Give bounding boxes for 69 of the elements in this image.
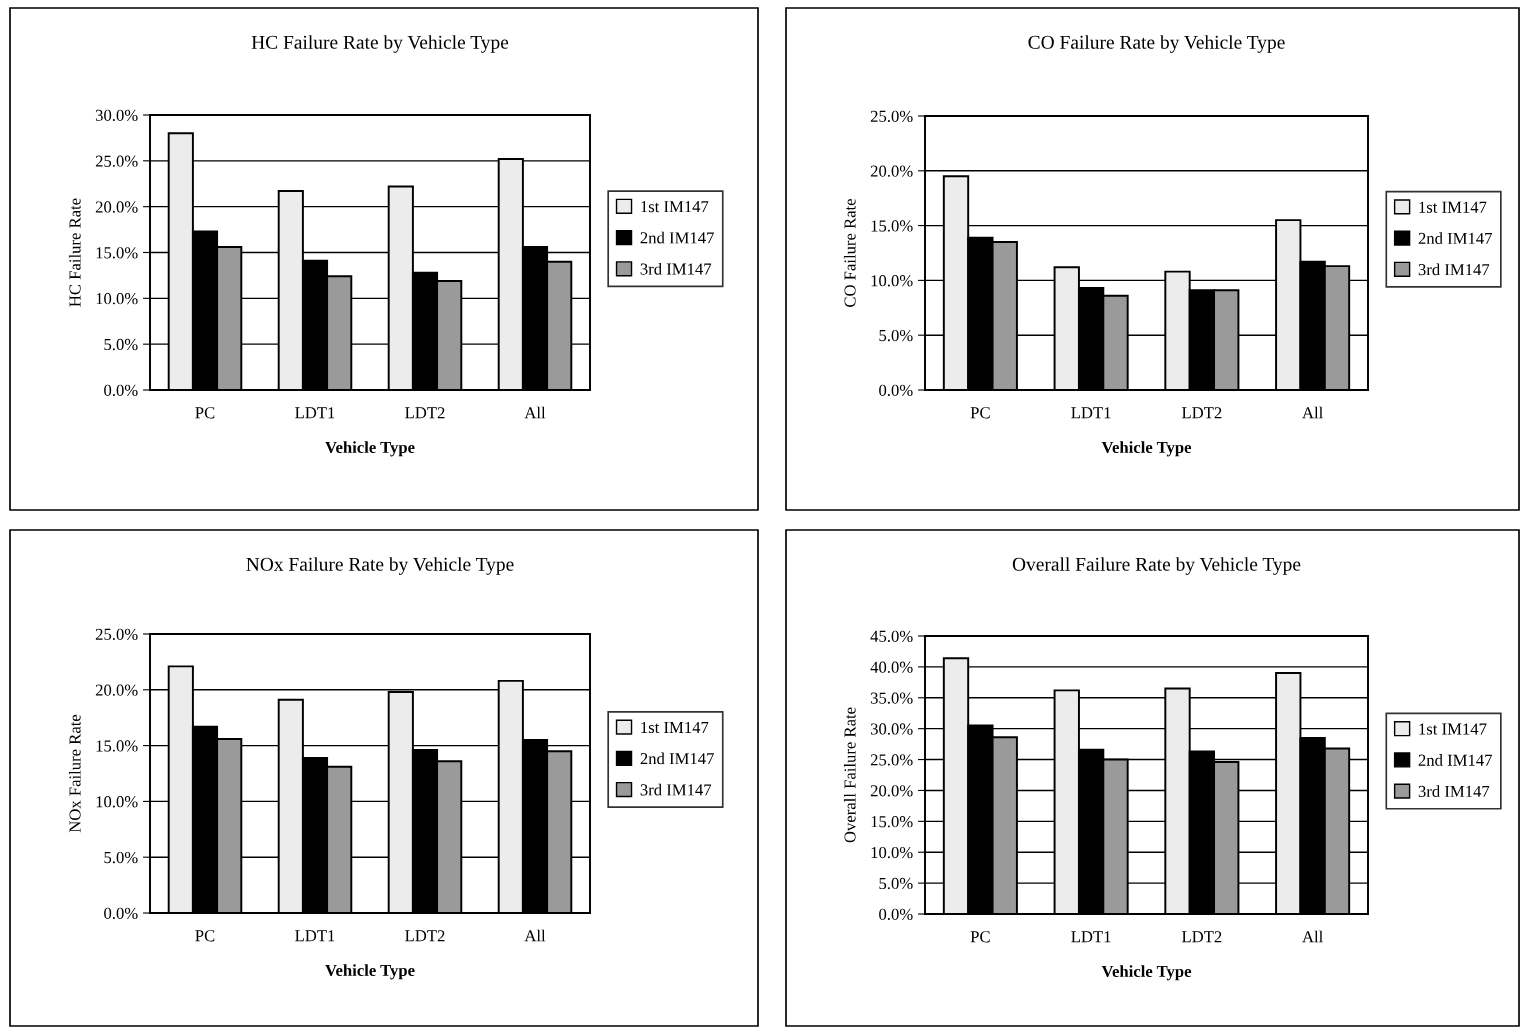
y-tick-label: 20.0% (95, 684, 138, 696)
y-tick-label: 30.0% (870, 723, 913, 735)
y-tick-label: 15.0% (871, 816, 913, 828)
legend-label: 2nd IM147 (640, 231, 714, 244)
y-tick-label: 25.0% (95, 628, 138, 641)
y-tick-label: 45.0% (870, 630, 913, 643)
legend-label: 3rd IM147 (640, 783, 712, 796)
y-tick-label: 0.0% (879, 908, 913, 921)
x-tick-label: LDT1 (295, 407, 335, 419)
y-tick-label: 15.0% (96, 247, 138, 259)
x-tick-label: LDT2 (1181, 931, 1222, 943)
legend-label: 1st IM147 (641, 721, 709, 734)
x-tick-label: All (524, 929, 546, 942)
x-axis-title: Vehicle Type (325, 441, 415, 457)
legend-label: 3rd IM147 (1418, 263, 1490, 276)
legend-label: 1st IM147 (641, 201, 709, 213)
legend-label: 1st IM147 (1419, 723, 1487, 735)
x-axis-title: Vehicle Type (325, 964, 415, 980)
x-axis-title: Vehicle Type (1101, 441, 1192, 457)
legend-label: 1st IM147 (1419, 201, 1487, 213)
y-tick-label: 0.0% (879, 384, 913, 397)
y-tick-label: 5.0% (879, 329, 913, 342)
y-tick-label: 20.0% (870, 785, 913, 797)
legend-label: 3rd IM147 (1418, 785, 1490, 798)
y-tick-label: 40.0% (870, 661, 913, 673)
x-tick-label: PC (970, 407, 990, 419)
y-axis-title: HC Failure Rate (68, 198, 81, 307)
chart-title: NOx Failure Rate by Vehicle Type (246, 557, 514, 575)
x-tick-label: All (1302, 930, 1323, 943)
y-tick-label: 10.0% (871, 846, 913, 859)
y-tick-label: 15.0% (96, 740, 138, 752)
x-tick-label: PC (195, 407, 215, 419)
chart-title: Overall Failure Rate by Vehicle Type (1012, 557, 1301, 575)
chart-title: HC Failure Rate by Vehicle Type (251, 35, 509, 53)
y-axis-title: NOx Failure Rate (68, 714, 81, 833)
x-tick-label: LDT2 (405, 407, 445, 419)
y-tick-label: 20.0% (870, 165, 913, 177)
y-axis-title: Overall Failure Rate (843, 707, 856, 843)
y-tick-label: 15.0% (871, 220, 913, 232)
y-tick-label: 25.0% (95, 155, 138, 167)
x-tick-label: LDT1 (1071, 407, 1111, 419)
y-tick-label: 0.0% (104, 907, 138, 920)
x-tick-label: All (1302, 406, 1323, 419)
x-tick-label: All (524, 406, 546, 419)
y-tick-label: 10.0% (871, 275, 913, 287)
x-tick-label: LDT1 (1071, 931, 1111, 943)
x-tick-label: PC (970, 931, 990, 943)
y-tick-label: 5.0% (879, 877, 913, 890)
chart-title: CO Failure Rate by Vehicle Type (1028, 35, 1285, 53)
y-tick-label: 10.0% (96, 796, 138, 808)
y-tick-label: 25.0% (870, 110, 913, 123)
x-tick-label: LDT2 (1181, 407, 1222, 419)
y-tick-label: 30.0% (95, 109, 138, 122)
x-tick-label: LDT1 (295, 930, 335, 942)
y-tick-label: 10.0% (96, 293, 138, 305)
legend-label: 2nd IM147 (1418, 754, 1493, 766)
y-tick-label: 35.0% (870, 692, 913, 704)
y-tick-label: 5.0% (104, 338, 138, 351)
x-tick-label: PC (195, 930, 215, 942)
y-tick-label: 25.0% (870, 754, 913, 766)
y-tick-label: 5.0% (104, 851, 138, 864)
y-tick-label: 20.0% (95, 201, 138, 213)
legend-label: 2nd IM147 (640, 752, 714, 765)
x-axis-title: Vehicle Type (1101, 965, 1192, 981)
legend-label: 3rd IM147 (640, 262, 712, 275)
x-tick-label: LDT2 (405, 930, 445, 942)
legend-label: 2nd IM147 (1418, 232, 1493, 245)
y-axis-title: CO Failure Rate (843, 198, 856, 307)
y-tick-label: 0.0% (104, 384, 138, 397)
